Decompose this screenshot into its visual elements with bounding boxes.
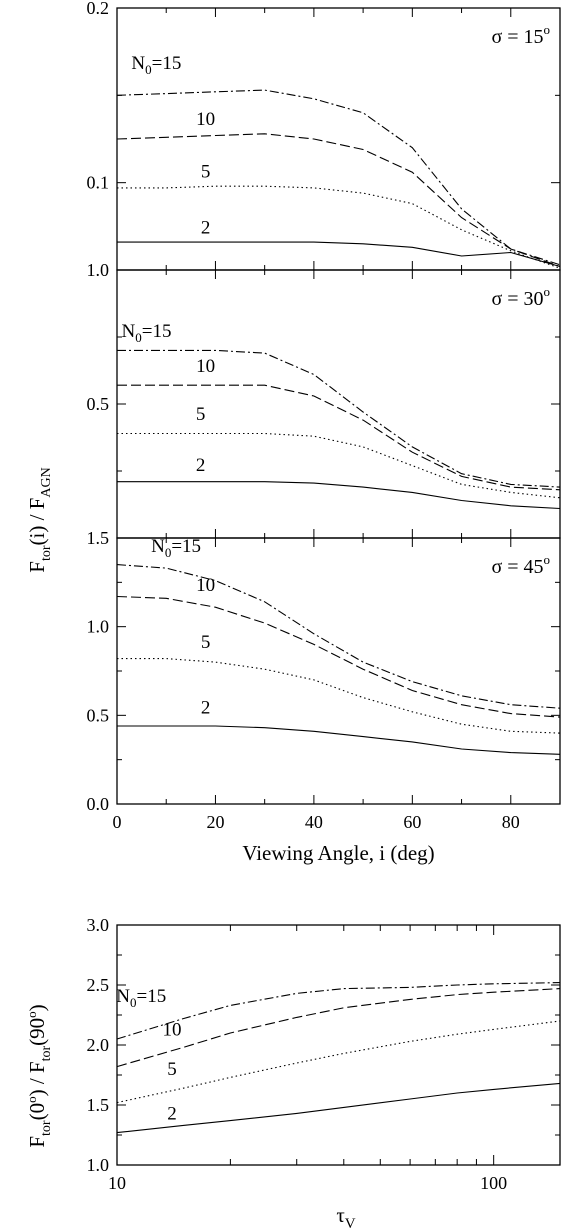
curve-label: N0=15: [151, 536, 201, 560]
curve-label: 5: [201, 632, 211, 653]
curve-label: 5: [167, 1059, 177, 1080]
y-tick-label: 0.5: [87, 705, 110, 725]
upper-y-axis-title: Ftor(i) / FAGN: [25, 467, 54, 572]
curve-label: 2: [196, 455, 206, 476]
x-tick-label: 100: [480, 1173, 507, 1193]
series-line: [117, 185, 561, 269]
chart-panel-top: 0.1 0.2 N0=15 10 5 2 σ = 15o: [87, 0, 561, 271]
curve-label: 10: [163, 1019, 182, 1040]
series-line: [117, 432, 561, 499]
curve-label: N0=15: [116, 986, 166, 1010]
series-line: [116, 988, 561, 1068]
series-line: [116, 595, 561, 718]
y-tick-label: 2.5: [87, 975, 110, 995]
y-tick-label: 1.5: [87, 528, 110, 548]
curve-label: 2: [167, 1103, 177, 1124]
series-line: [117, 384, 561, 491]
chart-panel-middle: 0.5 1.0 N0=15 10 5 2 σ = 30o: [87, 260, 561, 539]
series-line: [116, 1020, 561, 1104]
y-tick-label: 1.5: [87, 1095, 110, 1115]
sigma-annotation: σ = 45o: [491, 552, 550, 578]
lower-y-axis-title: Ftor(0o) / Ftor(90o): [24, 1004, 54, 1147]
curve-label: 2: [201, 698, 211, 719]
x-tick-label: 20: [206, 812, 224, 832]
x-tick-label: 0: [113, 812, 122, 832]
y-tick-label: 0.2: [87, 0, 110, 18]
x-tick-label: 40: [305, 812, 323, 832]
y-tick-label: 2.0: [87, 1035, 110, 1055]
series-line: [117, 481, 561, 510]
series-line: [117, 725, 561, 755]
y-tick-label: 0.5: [87, 394, 110, 414]
x-tick-label: 60: [403, 812, 421, 832]
curve-label: 2: [201, 217, 211, 238]
y-tick-label: 1.0: [87, 1155, 110, 1175]
series-line: [116, 89, 561, 266]
curve-label: N0=15: [122, 321, 172, 345]
x-tick-label: 10: [108, 1173, 126, 1193]
y-tick-label: 3.0: [87, 915, 110, 935]
sigma-annotation: σ = 15o: [491, 22, 550, 48]
y-tick-label: 0.1: [87, 173, 110, 193]
y-tick-label: 1.0: [87, 260, 110, 280]
sigma-annotation: σ = 30o: [491, 284, 550, 310]
chart-panels: 0.1 0.2 N0=15 10 5 2 σ = 15o 0.5 1.0 N0=15 10 5 2 σ =…: [87, 0, 561, 1193]
series-line: [116, 1082, 561, 1134]
plot-frame: [116, 269, 561, 539]
curve-label: 10: [196, 356, 215, 377]
curve-label: 5: [196, 404, 206, 425]
x-axis-title: Viewing Angle, i (deg): [242, 841, 434, 865]
series-line: [116, 133, 561, 268]
plot-frame: [116, 924, 561, 1166]
series-line: [117, 349, 561, 488]
lower-x-axis-title: τV: [336, 1203, 355, 1232]
curve-label: 10: [196, 109, 215, 130]
series-line: [116, 564, 561, 709]
chart-panel-lower: 1.0 1.5 2.0 2.5 3.0 10 100 N0=15 10 5 2: [87, 915, 561, 1193]
y-tick-label: 0.0: [87, 794, 110, 814]
series-line: [117, 241, 561, 268]
y-tick-label: 1.0: [87, 617, 110, 637]
curve-label: 10: [196, 575, 215, 596]
curve-label: 5: [201, 161, 211, 182]
series-line: [116, 982, 561, 1040]
chart-panel-bottom: 0.0 0.5 1.0 1.5 0 20 40 60 80 Viewing Angle, i (d…: [87, 528, 561, 865]
x-tick-label: 80: [502, 812, 520, 832]
series-line: [117, 658, 561, 734]
curve-label: N0=15: [131, 53, 181, 77]
